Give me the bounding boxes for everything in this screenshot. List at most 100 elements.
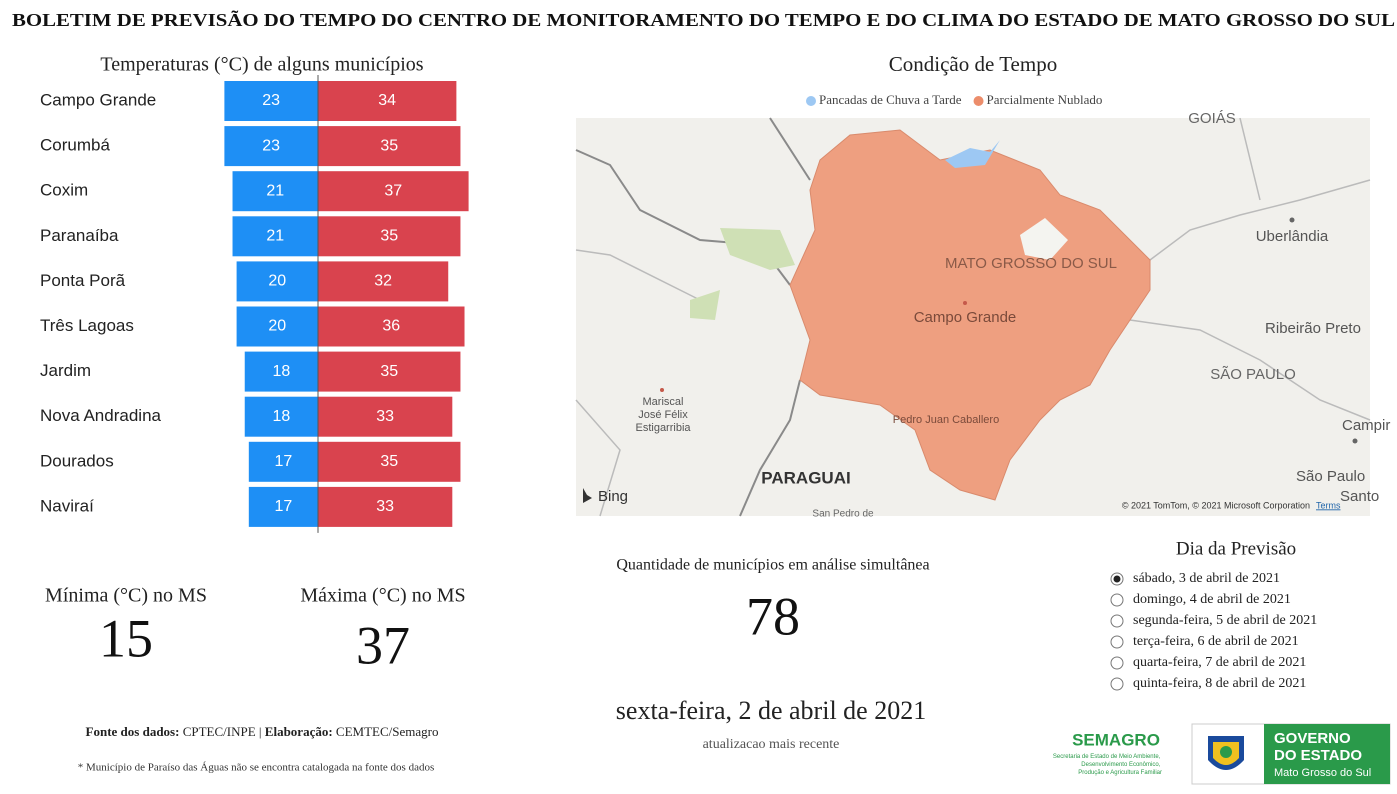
data-label: 35 — [380, 137, 398, 154]
map: GOIÁS Uberlândia MATO GROSSO DO SUL Camp… — [575, 110, 1390, 520]
radio-button[interactable] — [1110, 614, 1124, 628]
city-dot — [1289, 217, 1295, 223]
data-label: 17 — [275, 453, 293, 470]
bar — [224, 81, 318, 121]
map-brand: Bing — [598, 488, 628, 505]
data-label: 21 — [266, 182, 284, 199]
radio-button[interactable] — [1110, 656, 1124, 670]
city-dot — [660, 388, 664, 392]
bar — [318, 306, 465, 347]
data-label: 33 — [376, 408, 394, 425]
category-label: Três Lagoas — [40, 316, 134, 335]
data-label: 35 — [380, 363, 398, 380]
gov-line: DO ESTADO — [1274, 747, 1362, 764]
data-label: 23 — [262, 92, 280, 109]
semagro-subtitle: Secretaria de Estado de Meio Ambiente, D… — [1053, 754, 1162, 776]
footer-author-label: Elaboração: — [265, 724, 333, 739]
card-value: 15 — [99, 608, 153, 668]
category-label: Naviraí — [40, 496, 94, 515]
map-label: Santo — [1340, 488, 1379, 505]
legend-marker — [973, 96, 984, 106]
footer-author: CEMTEC/Semagro — [336, 724, 439, 739]
bar — [232, 216, 318, 257]
radio-label[interactable]: terça-feira, 6 de abril de 2021 — [1133, 634, 1299, 649]
data-label: 34 — [378, 92, 396, 109]
radio-label[interactable]: sábado, 3 de abril de 2021 — [1133, 571, 1280, 586]
data-label: 35 — [380, 228, 398, 245]
bar — [224, 126, 318, 167]
water — [945, 140, 1000, 168]
park — [690, 290, 720, 320]
bar-chart: Campo Grande 23 34 Corumbá 23 35 Coxim 21 37 Para… — [40, 75, 469, 533]
bar — [318, 216, 461, 257]
radio-label[interactable]: quinta-feira, 8 de abril de 2021 — [1133, 676, 1306, 691]
category-label: Nova Andradina — [40, 406, 162, 425]
category-label: Coxim — [40, 181, 88, 200]
border — [739, 117, 811, 517]
semagro-line: Desenvolvimento Econômico, — [1081, 762, 1160, 768]
bar — [318, 486, 453, 527]
data-label: 17 — [275, 498, 293, 515]
chart-title: Temperaturas (°C) de alguns municípios — [100, 54, 423, 76]
data-label: 35 — [380, 453, 398, 470]
bing-logo — [583, 488, 592, 503]
bar — [232, 171, 318, 212]
radio-button[interactable] — [1110, 677, 1124, 691]
no-data-area — [1020, 218, 1068, 260]
border — [575, 249, 701, 517]
card-label: Quantidade de municípios em análise simu… — [616, 557, 929, 574]
gov-logo-text: GOVERNO DO ESTADO — [1274, 730, 1362, 764]
footer-source-label: Fonte dos dados: — [86, 724, 180, 739]
legend-label: Pancadas de Chuva a Tarde — [819, 92, 962, 107]
coat-of-arms — [1220, 746, 1232, 758]
updated-date: sexta-feira, 2 de abril de 2021 — [616, 696, 926, 725]
radio-button[interactable] — [1110, 635, 1124, 649]
bar — [318, 441, 461, 482]
map-copyright: © 2021 TomTom, © 2021 Microsoft Corporat… — [1122, 500, 1310, 510]
bar — [248, 441, 318, 482]
map-label: San Pedro de — [812, 509, 874, 520]
bar — [318, 171, 469, 212]
radio-label[interactable]: domingo, 4 de abril de 2021 — [1133, 592, 1291, 607]
data-label: 18 — [272, 408, 290, 425]
semagro-line: Secretaria de Estado de Meio Ambiente, — [1053, 754, 1161, 760]
page-title: BOLETIM DE PREVISÃO DO TEMPO DO CENTRO D… — [12, 9, 1395, 30]
semagro-logo: SEMAGRO — [1072, 730, 1160, 749]
footer-source: Fonte dos dados: CPTEC/INPE | Elaboração… — [86, 724, 439, 739]
category-label: Jardim — [40, 361, 91, 380]
map-title: Condição de Tempo — [889, 52, 1057, 76]
map-label: Pedro Juan Caballero — [893, 414, 999, 426]
radio-label[interactable]: segunda-feira, 5 de abril de 2021 — [1133, 613, 1317, 628]
map-terms[interactable]: Terms — [1316, 500, 1341, 510]
bar — [318, 351, 461, 392]
map-label: Campir — [1342, 417, 1390, 434]
radio-label[interactable]: quarta-feira, 7 de abril de 2021 — [1133, 655, 1306, 670]
gov-line: GOVERNO — [1274, 730, 1351, 747]
legend-marker — [806, 96, 816, 106]
card-label: Máxima (°C) no MS — [300, 585, 465, 607]
footer-note: * Município de Paraíso das Águas não se … — [78, 762, 434, 774]
category-label: Paranaíba — [40, 226, 119, 245]
map-label: MATO GROSSO DO SUL — [945, 255, 1117, 272]
card-value: 37 — [356, 615, 410, 675]
slicer-title: Dia da Previsão — [1176, 538, 1296, 559]
data-label: 33 — [376, 498, 394, 515]
border — [1129, 117, 1371, 421]
logos: SEMAGRO Secretaria de Estado de Meio Amb… — [1053, 723, 1391, 785]
map-label: SÃO PAULO — [1210, 366, 1296, 383]
bar — [318, 126, 461, 167]
map-legend: Pancadas de Chuva a Tarde Parcialmente Nu… — [806, 92, 1102, 107]
footer-source: CPTEC/INPE — [183, 724, 256, 739]
gov-logo-state: Mato Grosso do Sul — [1274, 767, 1371, 779]
data-label: 36 — [382, 318, 400, 335]
radio-button[interactable] — [1110, 593, 1124, 607]
category-label: Campo Grande — [40, 90, 156, 109]
map-label: São Paulo — [1296, 468, 1365, 485]
park — [720, 228, 795, 270]
map-label: Uberlândia — [1256, 228, 1329, 245]
city-dot — [963, 301, 967, 305]
city-dot — [1352, 438, 1358, 444]
map-label: Campo Grande — [914, 309, 1017, 326]
state-area — [789, 129, 1151, 501]
